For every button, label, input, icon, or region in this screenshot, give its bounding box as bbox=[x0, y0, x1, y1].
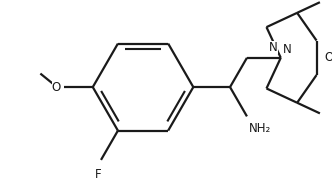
Text: NH₂: NH₂ bbox=[249, 122, 271, 135]
Text: O: O bbox=[324, 51, 332, 64]
Text: N: N bbox=[283, 43, 291, 56]
Text: O: O bbox=[52, 81, 61, 94]
Text: N: N bbox=[269, 41, 278, 54]
Text: F: F bbox=[95, 168, 101, 181]
